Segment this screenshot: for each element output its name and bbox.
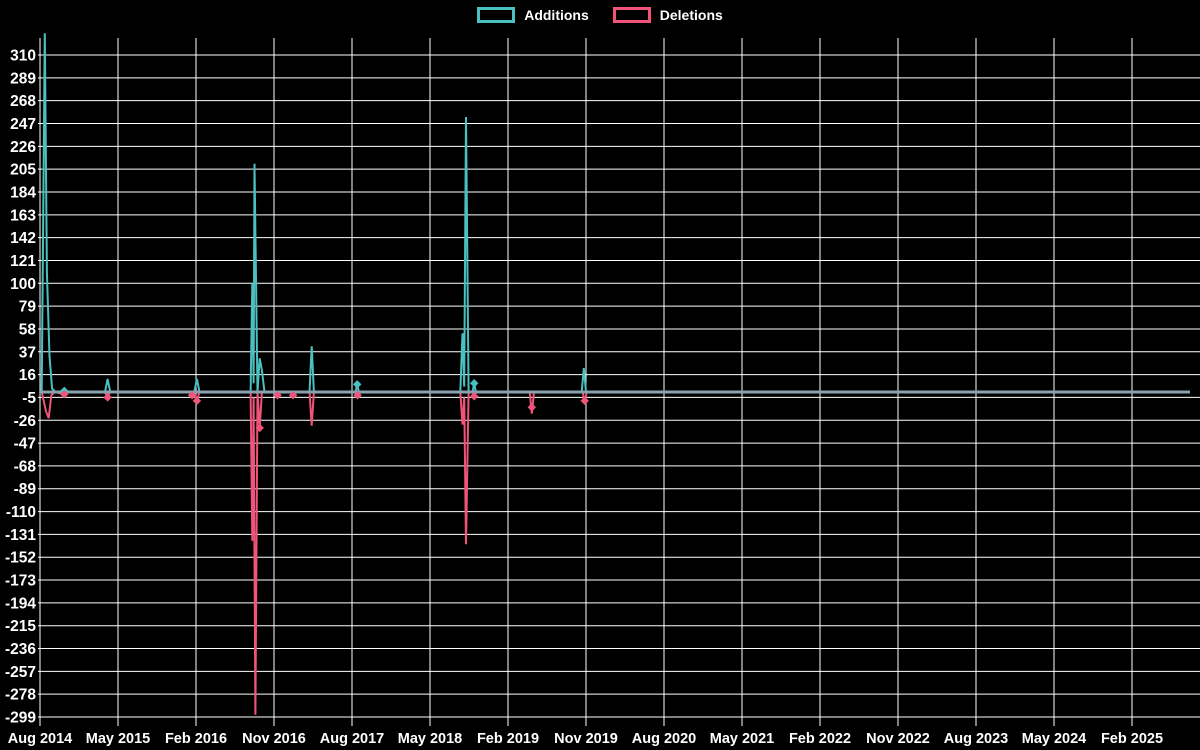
y-tick-label: 142 bbox=[10, 230, 36, 247]
x-tick-label: Aug 2023 bbox=[944, 731, 1008, 747]
x-tick-label: Aug 2020 bbox=[632, 731, 696, 747]
y-tick-label: 289 bbox=[10, 70, 36, 87]
point-marker-additions bbox=[469, 379, 479, 388]
point-marker-deletions bbox=[255, 423, 264, 433]
y-tick-label: -89 bbox=[14, 481, 37, 498]
x-tick-label: Feb 2016 bbox=[165, 731, 227, 747]
x-tick-label: May 2015 bbox=[86, 731, 151, 747]
point-marker-deletions bbox=[288, 391, 298, 400]
y-tick-label: -110 bbox=[6, 504, 36, 521]
deletions-swatch-icon bbox=[612, 7, 651, 23]
y-tick-label: -299 bbox=[5, 710, 36, 727]
x-tick-label: Feb 2025 bbox=[1101, 731, 1163, 747]
x-tick-label: Aug 2017 bbox=[320, 731, 384, 747]
y-tick-label: -173 bbox=[5, 573, 36, 590]
point-marker-deletions bbox=[103, 393, 112, 402]
point-marker-deletions bbox=[273, 391, 282, 400]
y-tick-label: -236 bbox=[5, 641, 36, 658]
point-marker-deletions bbox=[192, 396, 202, 405]
y-tick-label: -47 bbox=[14, 436, 36, 453]
chart-legend: Additions Deletions bbox=[0, 7, 1200, 23]
y-tick-label: 16 bbox=[19, 367, 37, 384]
x-tick-label: May 2024 bbox=[1022, 731, 1087, 747]
legend-label-deletions: Deletions bbox=[659, 7, 723, 23]
x-tick-label: May 2021 bbox=[710, 731, 775, 747]
y-tick-label: 100 bbox=[10, 276, 36, 293]
point-marker-deletions bbox=[469, 392, 479, 401]
point-marker-deletions bbox=[187, 391, 197, 400]
x-tick-label: Nov 2016 bbox=[242, 731, 306, 747]
y-tick-label: 184 bbox=[10, 184, 36, 201]
legend-item-additions[interactable]: Additions bbox=[477, 7, 589, 23]
legend-label-additions: Additions bbox=[524, 7, 589, 23]
y-tick-label: 310 bbox=[10, 48, 36, 65]
y-tick-label: -194 bbox=[5, 595, 36, 612]
point-marker-additions bbox=[352, 380, 362, 389]
y-tick-label: 205 bbox=[10, 162, 36, 179]
x-tick-label: Nov 2022 bbox=[866, 731, 930, 747]
y-tick-label: 121 bbox=[10, 253, 36, 270]
series-line-deletions bbox=[40, 389, 1190, 715]
series-line-additions bbox=[40, 33, 1190, 394]
x-tick-label: May 2018 bbox=[398, 731, 463, 747]
y-tick-label: -131 bbox=[5, 527, 36, 544]
additions-swatch-icon bbox=[477, 7, 516, 23]
point-marker-deletions bbox=[60, 389, 69, 399]
point-marker-deletions bbox=[527, 402, 537, 412]
y-tick-label: -68 bbox=[14, 458, 37, 475]
x-tick-label: Aug 2014 bbox=[8, 731, 72, 747]
y-tick-label: -215 bbox=[5, 618, 36, 635]
legend-item-deletions[interactable]: Deletions bbox=[612, 7, 723, 23]
y-tick-label: -5 bbox=[22, 390, 36, 407]
y-tick-label: -257 bbox=[5, 664, 36, 681]
x-tick-label: Feb 2022 bbox=[789, 731, 851, 747]
y-tick-label: 58 bbox=[19, 321, 37, 338]
y-tick-label: 268 bbox=[10, 93, 36, 110]
y-tick-label: -152 bbox=[5, 550, 36, 567]
y-tick-label: 247 bbox=[10, 116, 36, 133]
x-tick-label: Nov 2019 bbox=[554, 731, 618, 747]
y-tick-label: 163 bbox=[10, 207, 36, 224]
x-tick-label: Feb 2019 bbox=[477, 731, 539, 747]
y-tick-label: -26 bbox=[14, 413, 37, 430]
point-marker-deletions bbox=[353, 391, 362, 400]
y-tick-label: 226 bbox=[10, 139, 36, 156]
y-tick-label: 37 bbox=[19, 344, 36, 361]
y-tick-label: -278 bbox=[5, 687, 36, 704]
y-tick-label: 79 bbox=[19, 299, 37, 316]
